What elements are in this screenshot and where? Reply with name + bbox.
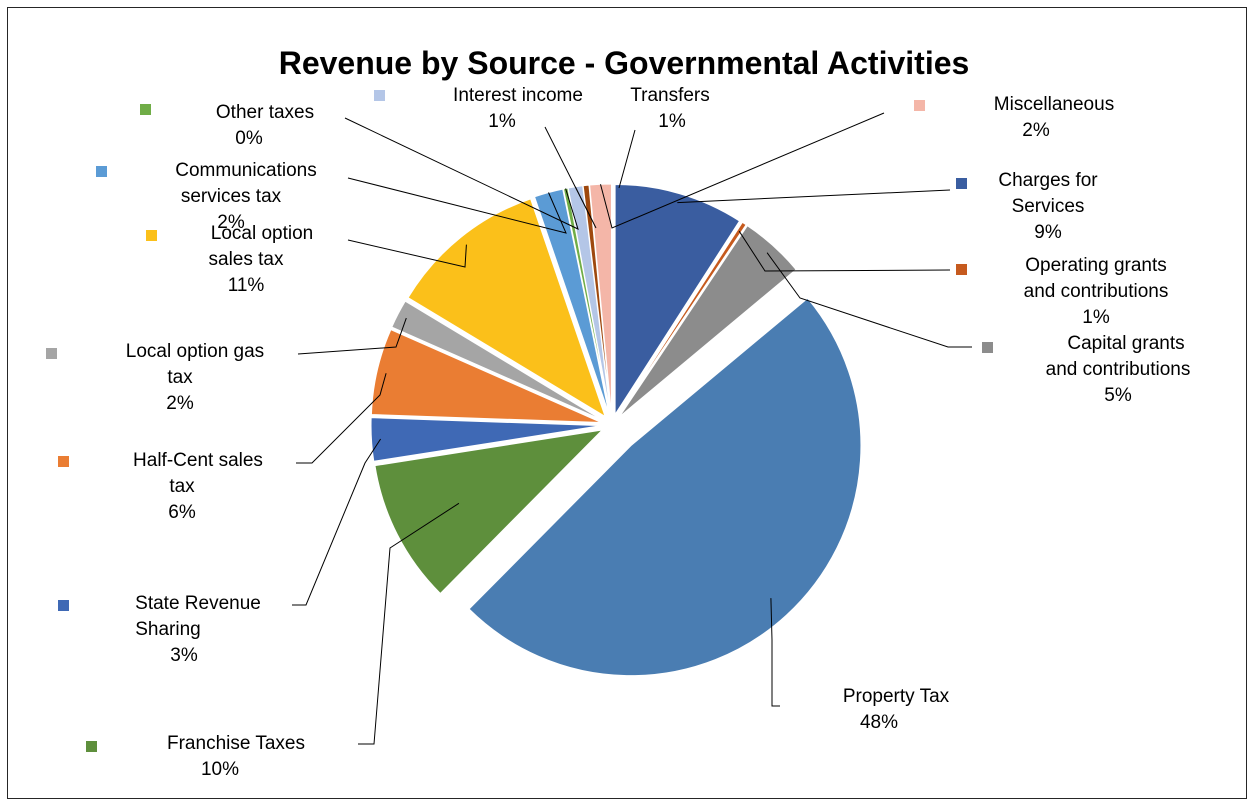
pie-slice — [618, 225, 797, 418]
legend-marker — [86, 741, 97, 752]
legend-marker — [58, 456, 69, 467]
pie-slice — [617, 221, 747, 417]
leader-line — [296, 373, 387, 464]
legend-marker — [374, 90, 385, 101]
leader-line — [358, 502, 460, 745]
pie-slice — [407, 198, 607, 418]
legend-marker — [956, 178, 967, 189]
pie-slices — [370, 183, 862, 677]
pie-slice — [370, 329, 602, 424]
pie-slice — [614, 183, 741, 417]
leader-line — [618, 129, 636, 189]
slice-label: Transfers 1% — [630, 85, 710, 132]
leader-line — [292, 438, 382, 606]
leader-line — [344, 117, 579, 230]
pie-slice — [374, 429, 604, 595]
slice-label: Operating grants and contributions 1% — [1024, 255, 1169, 328]
leader-line — [770, 598, 780, 707]
slice-label: State Revenue Sharing 3% — [135, 593, 261, 666]
leader-line — [347, 177, 567, 234]
slice-label: Communications services tax 2% — [175, 160, 317, 233]
leader-line — [600, 112, 885, 229]
legend-marker — [96, 166, 107, 177]
leader-line — [347, 239, 467, 268]
slice-label: Franchise Taxes 10% — [167, 733, 305, 780]
slice-label: Local option sales tax 11% — [209, 223, 314, 296]
legend-marker — [146, 230, 157, 241]
slice-label: Local option gas tax 2% — [126, 341, 264, 414]
slice-label: Capital grants and contributions 5% — [1046, 333, 1191, 406]
pie-slice — [370, 417, 602, 462]
pie-slice — [582, 184, 612, 415]
slice-label: Miscellaneous 2% — [994, 94, 1114, 141]
legend-marker — [46, 348, 57, 359]
slice-label: Half-Cent sales tax 6% — [133, 450, 263, 523]
leader-line — [738, 230, 951, 272]
leader-line — [297, 317, 407, 355]
slice-label: Charges for Services 9% — [998, 170, 1098, 243]
pie-slice — [589, 183, 612, 415]
leader-lines — [292, 112, 972, 745]
chart-title: Revenue by Source - Governmental Activit… — [279, 45, 970, 81]
slice-labels: Charges for Services 9% Operating grants and… — [46, 85, 1190, 780]
legend-marker — [140, 104, 151, 115]
legend-marker — [982, 342, 993, 353]
pie-slice — [468, 297, 862, 677]
legend-marker — [956, 264, 967, 275]
pie-slice — [391, 300, 603, 421]
leader-line — [544, 126, 597, 229]
legend-marker — [58, 600, 69, 611]
leader-line — [766, 252, 972, 348]
slice-label: Other taxes 0% — [216, 102, 314, 149]
slice-label: Interest income 1% — [453, 85, 583, 132]
slice-label: Property Tax 48% — [843, 686, 950, 733]
legend-marker — [914, 100, 925, 111]
leader-line — [677, 189, 951, 204]
